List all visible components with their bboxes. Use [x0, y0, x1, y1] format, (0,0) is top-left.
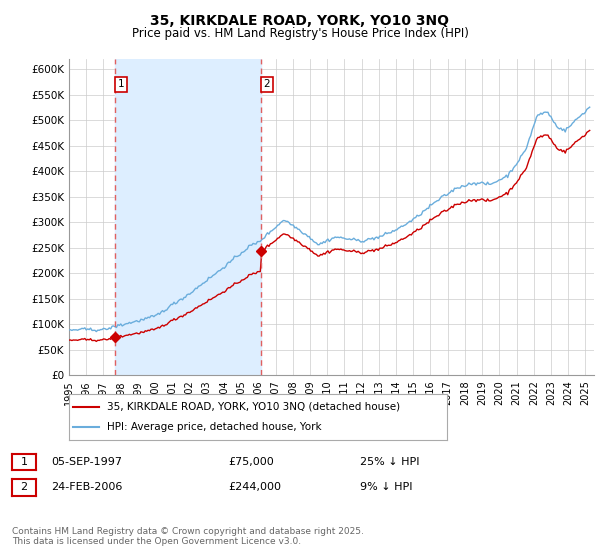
Text: 9% ↓ HPI: 9% ↓ HPI [360, 482, 413, 492]
Text: £75,000: £75,000 [228, 457, 274, 467]
Text: Contains HM Land Registry data © Crown copyright and database right 2025.
This d: Contains HM Land Registry data © Crown c… [12, 526, 364, 546]
Text: HPI: Average price, detached house, York: HPI: Average price, detached house, York [107, 422, 322, 432]
Text: 05-SEP-1997: 05-SEP-1997 [51, 457, 122, 467]
Text: Price paid vs. HM Land Registry's House Price Index (HPI): Price paid vs. HM Land Registry's House … [131, 27, 469, 40]
Text: 2: 2 [20, 482, 28, 492]
Text: 35, KIRKDALE ROAD, YORK, YO10 3NQ: 35, KIRKDALE ROAD, YORK, YO10 3NQ [151, 14, 449, 28]
Text: 2: 2 [263, 80, 270, 89]
Text: 25% ↓ HPI: 25% ↓ HPI [360, 457, 419, 467]
Text: 24-FEB-2006: 24-FEB-2006 [51, 482, 122, 492]
Text: 1: 1 [20, 457, 28, 467]
Bar [115, 59, 261, 375]
Text: 35, KIRKDALE ROAD, YORK, YO10 3NQ (detached house): 35, KIRKDALE ROAD, YORK, YO10 3NQ (detac… [107, 402, 400, 412]
Text: £244,000: £244,000 [228, 482, 281, 492]
Text: 1: 1 [118, 80, 124, 89]
